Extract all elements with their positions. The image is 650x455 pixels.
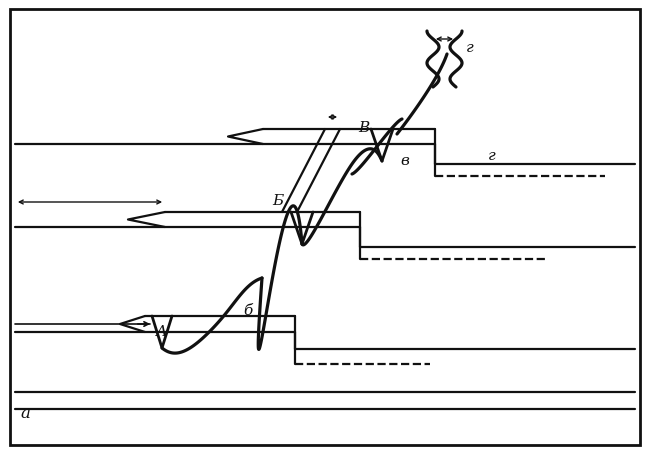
Text: г: г	[488, 149, 496, 162]
Text: в: в	[400, 154, 409, 167]
Text: б: б	[243, 303, 252, 317]
Text: В: В	[358, 121, 369, 135]
Text: а: а	[20, 404, 30, 421]
Text: г: г	[466, 41, 474, 55]
Text: Б: Б	[272, 193, 283, 207]
Text: А: А	[156, 324, 168, 338]
